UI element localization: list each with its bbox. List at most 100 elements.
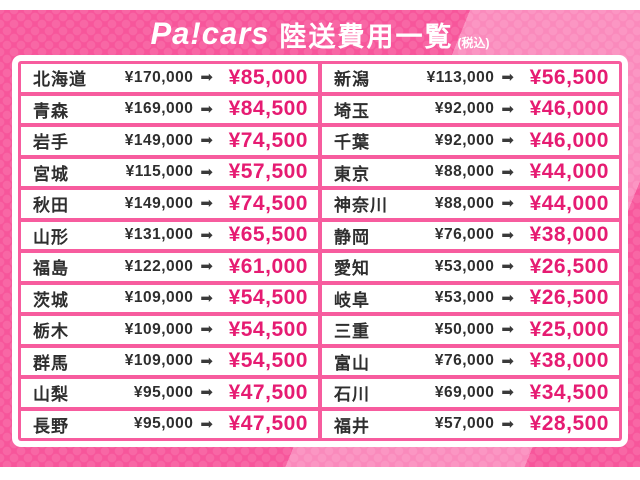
right-arrow-icon: ➡ — [200, 69, 213, 87]
right-arrow-icon: ➡ — [200, 226, 213, 244]
fee-cell: 富山 ¥76,000 ➡ ¥38,000 — [322, 347, 619, 375]
right-arrow-icon: ➡ — [501, 321, 514, 339]
regular-price: ¥95,000 — [133, 383, 194, 401]
right-arrow-icon: ➡ — [501, 163, 514, 181]
regular-price: ¥57,000 — [434, 415, 495, 433]
regular-price: ¥109,000 — [124, 352, 194, 370]
header: Pa!cars 陸送費用一覧 (税込) — [0, 13, 640, 55]
discount-price: ¥44,000 — [529, 191, 609, 215]
discount-price: ¥38,000 — [529, 349, 609, 373]
right-arrow-icon: ➡ — [200, 132, 213, 150]
prefecture-name: 岐阜 — [334, 290, 370, 310]
fee-cell: 静岡 ¥76,000 ➡ ¥38,000 — [322, 221, 619, 249]
fee-cell: 三重 ¥50,000 ➡ ¥25,000 — [322, 316, 619, 344]
fee-cell: 福井 ¥57,000 ➡ ¥28,500 — [322, 410, 619, 438]
prefecture-name: 石川 — [334, 385, 370, 405]
regular-price: ¥169,000 — [124, 100, 194, 118]
right-arrow-icon: ➡ — [200, 415, 213, 433]
discount-price: ¥54,500 — [228, 317, 308, 341]
regular-price: ¥53,000 — [434, 257, 495, 275]
prefecture-name: 山梨 — [33, 385, 69, 405]
regular-price: ¥149,000 — [124, 131, 194, 149]
fee-cell: 石川 ¥69,000 ➡ ¥34,500 — [322, 379, 619, 407]
discount-price: ¥26,500 — [529, 286, 609, 310]
discount-price: ¥57,500 — [228, 160, 308, 184]
right-arrow-icon: ➡ — [200, 352, 213, 370]
right-arrow-icon: ➡ — [501, 195, 514, 213]
discount-price: ¥47,500 — [228, 380, 308, 404]
right-arrow-icon: ➡ — [501, 289, 514, 307]
fee-cell: 千葉 ¥92,000 ➡ ¥46,000 — [322, 127, 619, 155]
regular-price: ¥122,000 — [124, 257, 194, 275]
fee-cell: 新潟 ¥113,000 ➡ ¥56,500 — [322, 64, 619, 92]
prefecture-name: 茨城 — [33, 290, 69, 310]
regular-price: ¥131,000 — [124, 226, 194, 244]
regular-price: ¥76,000 — [434, 226, 495, 244]
discount-price: ¥74,500 — [228, 191, 308, 215]
discount-price: ¥26,500 — [529, 254, 609, 278]
regular-price: ¥170,000 — [124, 68, 194, 86]
fee-table-panel: 北海道 ¥170,000 ➡ ¥85,000 新潟 ¥113,000 ➡ ¥56… — [12, 55, 628, 447]
discount-price: ¥65,500 — [228, 223, 308, 247]
discount-price: ¥85,000 — [228, 65, 308, 89]
prefecture-name: 青森 — [33, 101, 69, 121]
prefecture-name: 岩手 — [33, 133, 69, 153]
right-arrow-icon: ➡ — [501, 100, 514, 118]
regular-price: ¥88,000 — [434, 163, 495, 181]
fee-cell: 埼玉 ¥92,000 ➡ ¥46,000 — [322, 95, 619, 123]
regular-price: ¥109,000 — [124, 289, 194, 307]
right-arrow-icon: ➡ — [200, 163, 213, 181]
discount-price: ¥44,000 — [529, 160, 609, 184]
discount-price: ¥38,000 — [529, 223, 609, 247]
discount-price: ¥84,500 — [228, 97, 308, 121]
right-arrow-icon: ➡ — [501, 415, 514, 433]
prefecture-name: 山形 — [33, 227, 69, 247]
discount-price: ¥74,500 — [228, 128, 308, 152]
fee-cell: 群馬 ¥109,000 ➡ ¥54,500 — [21, 347, 318, 375]
tax-included-note: (税込) — [457, 36, 490, 50]
prefecture-name: 長野 — [33, 416, 69, 436]
fee-cell: 岩手 ¥149,000 ➡ ¥74,500 — [21, 127, 318, 155]
regular-price: ¥109,000 — [124, 320, 194, 338]
prefecture-name: 富山 — [334, 353, 370, 373]
prefecture-name: 北海道 — [33, 70, 87, 90]
fee-cell: 岐阜 ¥53,000 ➡ ¥26,500 — [322, 284, 619, 312]
regular-price: ¥113,000 — [426, 68, 495, 86]
regular-price: ¥53,000 — [434, 289, 495, 307]
fee-cell: 神奈川 ¥88,000 ➡ ¥44,000 — [322, 190, 619, 218]
regular-price: ¥88,000 — [434, 194, 495, 212]
fee-cell: 宮城 ¥115,000 ➡ ¥57,500 — [21, 158, 318, 186]
prefecture-name: 秋田 — [33, 196, 69, 216]
fee-cell: 栃木 ¥109,000 ➡ ¥54,500 — [21, 316, 318, 344]
right-arrow-icon: ➡ — [200, 384, 213, 402]
right-arrow-icon: ➡ — [200, 321, 213, 339]
discount-price: ¥46,000 — [529, 128, 609, 152]
prefecture-name: 東京 — [334, 164, 370, 184]
fee-table-grid: 北海道 ¥170,000 ➡ ¥85,000 新潟 ¥113,000 ➡ ¥56… — [18, 61, 622, 441]
discount-price: ¥54,500 — [228, 286, 308, 310]
regular-price: ¥95,000 — [133, 415, 194, 433]
regular-price: ¥92,000 — [434, 131, 495, 149]
right-arrow-icon: ➡ — [200, 289, 213, 307]
right-arrow-icon: ➡ — [501, 258, 514, 276]
prefecture-name: 埼玉 — [334, 101, 370, 121]
right-arrow-icon: ➡ — [501, 69, 514, 87]
fee-cell: 山梨 ¥95,000 ➡ ¥47,500 — [21, 379, 318, 407]
regular-price: ¥149,000 — [124, 194, 194, 212]
fee-cell: 長野 ¥95,000 ➡ ¥47,500 — [21, 410, 318, 438]
right-arrow-icon: ➡ — [501, 132, 514, 150]
prefecture-name: 新潟 — [334, 70, 370, 90]
discount-price: ¥47,500 — [228, 412, 308, 436]
prefecture-name: 福島 — [33, 259, 69, 279]
right-arrow-icon: ➡ — [501, 384, 514, 402]
discount-price: ¥56,500 — [529, 65, 609, 89]
right-arrow-icon: ➡ — [501, 226, 514, 244]
regular-price: ¥69,000 — [434, 383, 495, 401]
prefecture-name: 群馬 — [33, 353, 69, 373]
prefecture-name: 福井 — [334, 416, 370, 436]
prefecture-name: 千葉 — [334, 133, 370, 153]
right-arrow-icon: ➡ — [200, 100, 213, 118]
discount-price: ¥46,000 — [529, 97, 609, 121]
fee-cell: 山形 ¥131,000 ➡ ¥65,500 — [21, 221, 318, 249]
discount-price: ¥34,500 — [529, 380, 609, 404]
